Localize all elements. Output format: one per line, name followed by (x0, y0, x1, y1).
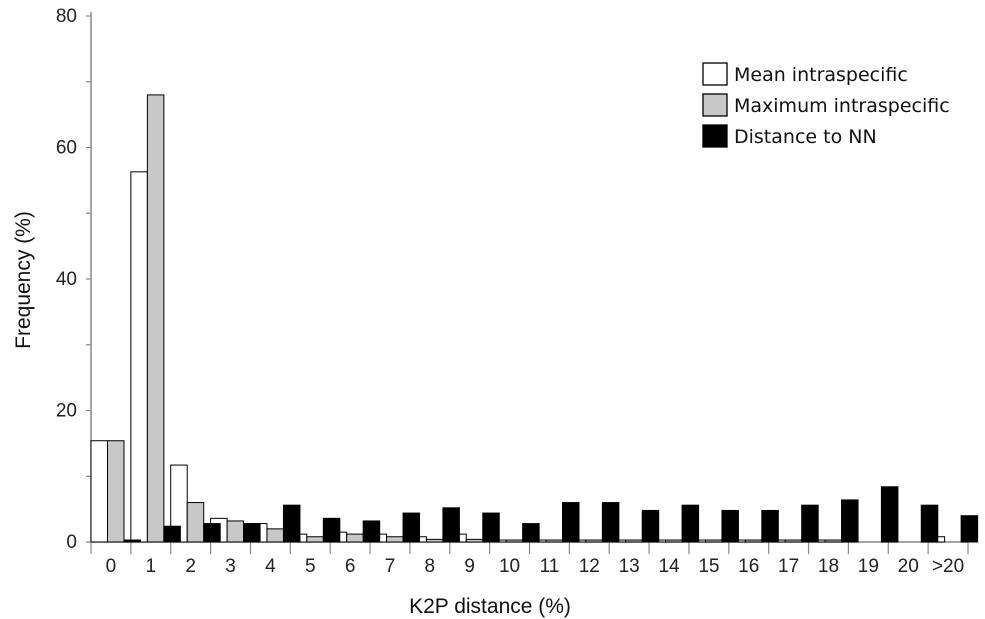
x-tick-label: 4 (265, 556, 276, 577)
x-tick-label: 7 (385, 556, 396, 577)
bar (107, 440, 125, 543)
x-tick-label: 11 (540, 556, 560, 577)
bar (505, 539, 524, 543)
bar (123, 539, 141, 543)
bar (824, 539, 843, 543)
y-tick-label: 0 (66, 532, 77, 553)
bar (744, 539, 763, 543)
x-tick-label: 13 (619, 556, 640, 577)
x-tick-label: 10 (499, 556, 520, 577)
x-tick-label: 14 (658, 556, 680, 577)
legend-label: Mean intraspecific (734, 64, 908, 86)
bar (761, 509, 779, 543)
bar (601, 502, 620, 543)
x-tick-label: 20 (898, 556, 919, 577)
bar (625, 539, 643, 543)
bar (442, 507, 460, 543)
y-axis: 0 20 40 60 80 (56, 6, 92, 553)
legend-swatch (702, 124, 728, 148)
bar (322, 517, 341, 543)
x-tick-label: 15 (698, 556, 719, 577)
x-tick-label: 3 (225, 556, 236, 577)
bar (362, 520, 381, 543)
x-tick-label: 0 (106, 556, 117, 577)
bar (90, 440, 108, 543)
bar (681, 504, 700, 543)
x-tick-label: 9 (464, 556, 475, 577)
legend-swatch (702, 62, 728, 86)
y-tick-label: 60 (56, 138, 77, 159)
x-tick-label: 12 (579, 556, 600, 577)
bar (146, 94, 165, 543)
bar (386, 536, 404, 543)
x-tick-label: 1 (146, 556, 157, 577)
bar (721, 509, 739, 543)
bar (186, 502, 205, 543)
bar (306, 536, 324, 543)
bar (402, 512, 421, 543)
x-tick-label: 5 (305, 556, 316, 577)
bar (784, 539, 803, 543)
bar (880, 486, 899, 543)
x-tick-label: 17 (778, 556, 799, 577)
legend-swatch (702, 93, 728, 117)
x-tick-label: >20 (932, 556, 964, 577)
x-tick-label: 19 (858, 556, 879, 577)
x-tick-label: 8 (425, 556, 436, 577)
legend-label: Maximum intraspecific (734, 95, 950, 117)
x-tick-label: 18 (818, 556, 839, 577)
bar (841, 499, 859, 543)
bar (482, 512, 500, 543)
x-axis-title: K2P distance (%) (409, 595, 571, 618)
bar (641, 509, 660, 543)
bar (163, 525, 181, 543)
bar (465, 538, 484, 543)
bar (562, 502, 580, 543)
bars (90, 94, 979, 543)
bar (226, 520, 245, 543)
bar (522, 523, 540, 543)
bar (801, 504, 819, 543)
bar (266, 528, 284, 543)
bar (960, 515, 979, 543)
y-tick-label: 20 (56, 401, 77, 422)
bar (243, 523, 261, 543)
x-axis: 0 1 2 3 4 5 6 7 8 9 10 11 12 13 14 15 16 17 18 19 20 >20 (90, 541, 969, 577)
x-tick-label: 2 (185, 556, 196, 577)
legend: Mean intraspecific Maximum intraspecific D… (702, 62, 950, 148)
bar (203, 523, 221, 543)
bar (920, 504, 939, 543)
bar (704, 539, 723, 543)
x-tick-label: 6 (345, 556, 356, 577)
bar (545, 539, 563, 543)
x-tick-label: 16 (738, 556, 759, 577)
bar (425, 538, 444, 543)
bar (585, 539, 603, 543)
legend-label: Distance to NN (734, 126, 877, 148)
y-axis-title: Frequency (%) (12, 211, 35, 349)
y-tick-label: 40 (56, 269, 77, 290)
bar (665, 539, 683, 543)
bar (282, 504, 301, 543)
bar (130, 171, 148, 543)
y-tick-label: 80 (56, 6, 77, 27)
bar (346, 533, 364, 543)
